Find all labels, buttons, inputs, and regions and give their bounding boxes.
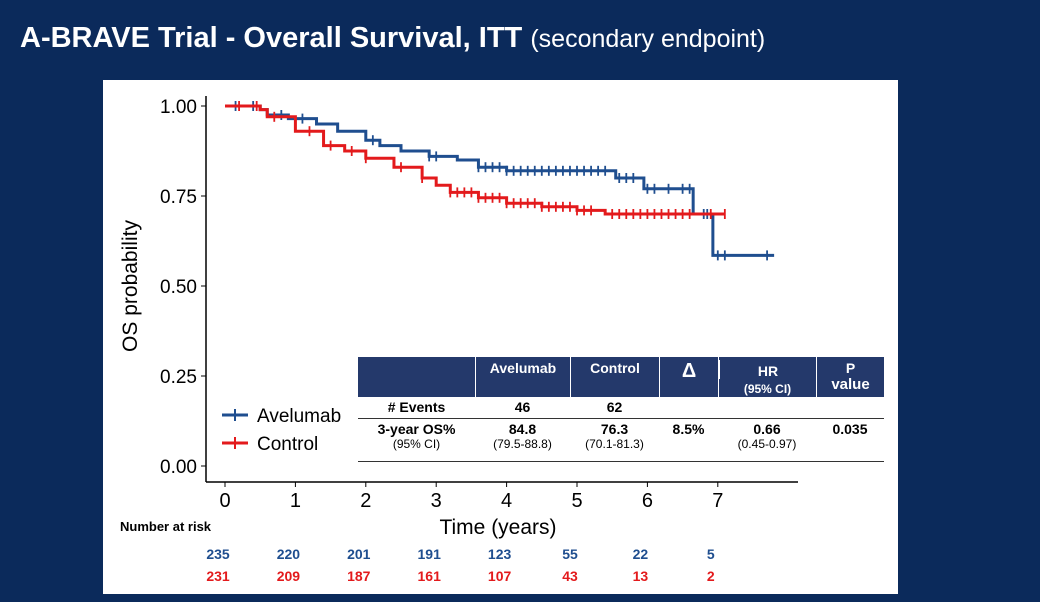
risk-count-control: 209: [277, 568, 301, 584]
y-axis-label: OS probability: [119, 220, 142, 352]
x-tick-label: 0: [219, 490, 230, 512]
os3-row: 3-year OS% (95% CI) 84.8 (79.5-88.8) 76.3(…: [358, 419, 884, 462]
y-tick-label: 1.00: [160, 97, 197, 118]
events-row: # Events 46 62: [358, 397, 884, 419]
y-tick-label: 0.00: [160, 457, 197, 478]
risk-count-control: 107: [488, 568, 512, 584]
x-tick-label: 6: [642, 490, 653, 512]
y-tick-label: 0.25: [160, 367, 197, 388]
x-axis-label: Time (years): [439, 516, 556, 539]
risk-count-avelumab: 5: [707, 546, 715, 562]
y-tick-label: 0.75: [160, 187, 197, 208]
legend-label: Avelumab: [257, 406, 341, 427]
risk-count-avelumab: 22: [633, 546, 649, 562]
risk-count-control: 2: [707, 568, 715, 584]
x-tick-label: 1: [290, 490, 301, 512]
x-tick-label: 5: [571, 490, 582, 512]
x-tick-label: 3: [431, 490, 442, 512]
risk-count-avelumab: 220: [277, 546, 301, 562]
chart-panel: [103, 80, 898, 594]
risk-table-label: Number at risk: [120, 519, 212, 534]
x-tick-label: 2: [360, 490, 371, 512]
slide-title: A-BRAVE Trial - Overall Survival, ITT (s…: [20, 22, 766, 54]
risk-count-avelumab: 55: [562, 546, 578, 562]
risk-count-control: 187: [347, 568, 371, 584]
risk-count-control: 13: [633, 568, 649, 584]
risk-count-avelumab: 235: [206, 546, 230, 562]
legend-label: Control: [257, 434, 318, 455]
km-curve-avelumab: [225, 104, 775, 257]
x-tick-label: 7: [712, 490, 723, 512]
risk-count-control: 161: [418, 568, 442, 584]
risk-count-control: 43: [562, 568, 578, 584]
risk-count-avelumab: 123: [488, 546, 512, 562]
y-tick-label: 0.50: [160, 277, 197, 298]
risk-count-avelumab: 201: [347, 546, 371, 562]
risk-count-control: 231: [206, 568, 230, 584]
risk-count-avelumab: 191: [418, 546, 442, 562]
x-tick-label: 4: [501, 490, 512, 512]
